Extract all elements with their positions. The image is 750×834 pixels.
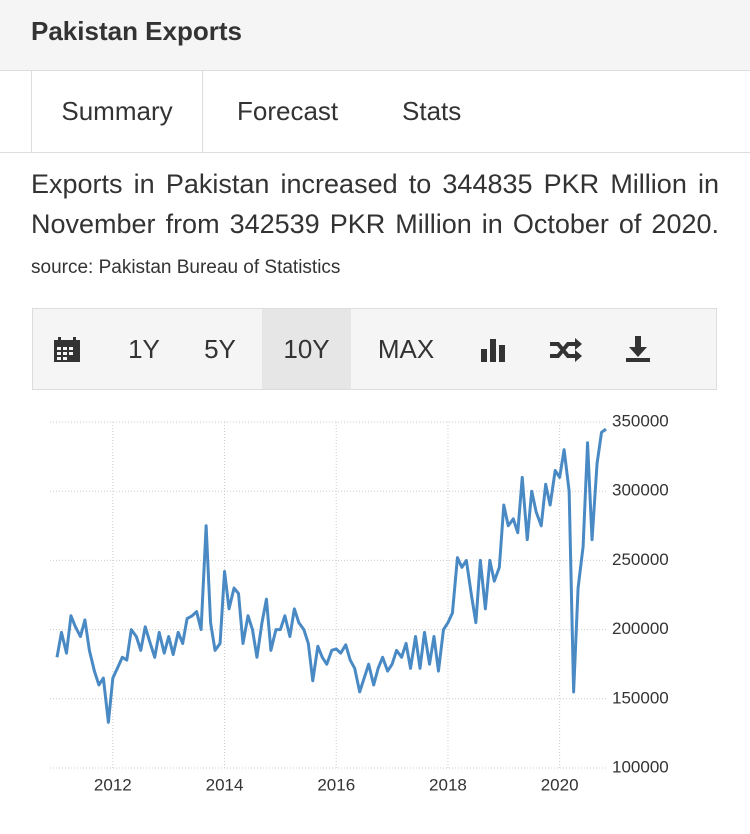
data-line (55, 427, 607, 724)
tab[interactable]: Summary (31, 71, 203, 152)
x-tick-label: 2016 (317, 775, 355, 794)
y-tick-label: 100000 (612, 757, 669, 776)
description: Exports in Pakistan increased to 344835 … (31, 169, 719, 239)
range-button[interactable]: MAX (377, 334, 435, 364)
description-block: Exports in Pakistan increased to 344835 … (31, 164, 719, 288)
range-button[interactable]: 1Y (128, 334, 160, 364)
tab-bar: Summary Forecast Stats (0, 71, 750, 153)
y-tick-label: 250000 (612, 550, 669, 569)
range-button[interactable]: 10Y (262, 309, 351, 389)
page-title: Pakistan Exports (31, 16, 242, 46)
calendar-icon[interactable] (53, 337, 81, 363)
y-tick-label: 200000 (612, 619, 669, 638)
tab[interactable]: Forecast (237, 96, 339, 126)
source: source: Pakistan Bureau of Statistics (31, 257, 341, 278)
x-tick-label: 2018 (429, 775, 467, 794)
y-tick-label: 350000 (612, 411, 669, 430)
y-tick-label: 300000 (612, 481, 669, 500)
x-tick-label: 2014 (206, 775, 244, 794)
x-tick-label: 2012 (94, 775, 132, 794)
x-tick-label: 2020 (541, 775, 579, 794)
download-icon[interactable] (625, 335, 651, 363)
compare-icon[interactable] (549, 337, 583, 363)
range-button[interactable]: 5Y (204, 334, 236, 364)
toolbar: 1Y 5Y 10Y MAX (32, 308, 717, 390)
header: Pakistan Exports (0, 0, 750, 71)
tab[interactable]: Stats (402, 96, 462, 126)
chart-type-icon[interactable] (480, 337, 508, 363)
y-tick-label: 150000 (612, 688, 669, 707)
